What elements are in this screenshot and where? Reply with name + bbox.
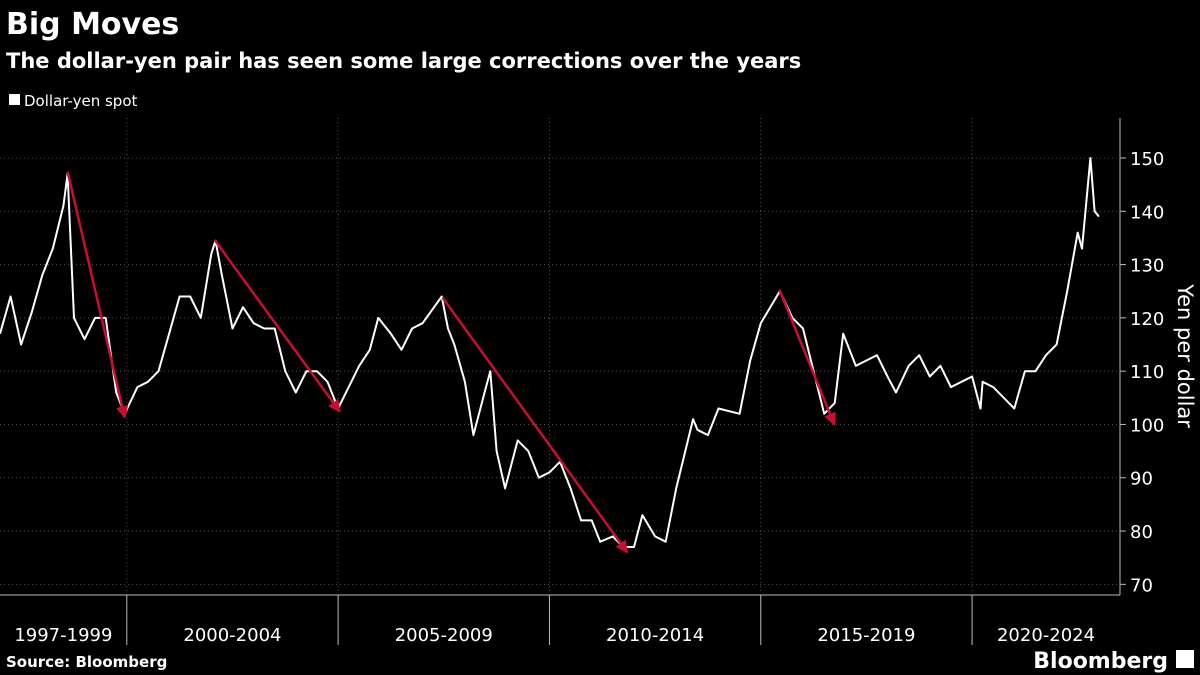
y-tick-label: 110 [1130, 362, 1164, 383]
arrow [66, 171, 129, 419]
y-tick-label: 150 [1130, 149, 1164, 170]
arrow [441, 296, 629, 554]
x-tick-label: 1997-1999 [14, 625, 112, 646]
y-tick-label: 70 [1130, 575, 1153, 596]
legend-label: Dollar-yen spot [24, 92, 138, 110]
legend-swatch [9, 94, 20, 105]
brand-icon [1176, 650, 1194, 668]
x-tick-label: 2020-2024 [997, 625, 1095, 646]
arrow [213, 239, 341, 413]
x-tick-label: 2015-2019 [817, 625, 915, 646]
x-tick-label: 2000-2004 [183, 625, 281, 646]
chart-subtitle: The dollar-yen pair has seen some large … [6, 49, 801, 73]
y-tick-label: 140 [1130, 202, 1164, 223]
x-tick-label: 2005-2009 [395, 625, 493, 646]
y-tick-label: 100 [1130, 415, 1164, 436]
y-tick-label: 130 [1130, 256, 1164, 277]
arrow [778, 289, 836, 426]
y-tick-label: 120 [1130, 309, 1164, 330]
x-tick-label: 2010-2014 [606, 625, 704, 646]
brand: Bloomberg [1033, 649, 1168, 674]
chart-title: Big Moves [6, 7, 179, 42]
source: Source: Bloomberg [6, 653, 167, 671]
data-line [0, 157, 1100, 548]
y-tick-label: 80 [1130, 522, 1153, 543]
y-axis-label: Yen per dollar [1173, 283, 1197, 428]
y-tick-label: 90 [1130, 469, 1153, 490]
